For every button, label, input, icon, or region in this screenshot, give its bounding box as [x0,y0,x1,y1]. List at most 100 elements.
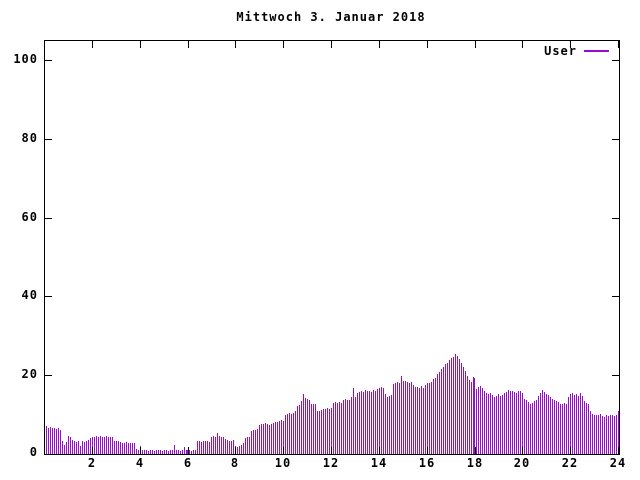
x-tick-mark [427,447,428,454]
impulse-bar [215,437,216,454]
impulse-bar [496,396,497,454]
impulse-bar [395,383,396,454]
impulse-bar [156,450,157,454]
x-tick-mark [570,447,571,454]
impulse-bar [120,442,121,454]
impulse-bar [548,395,549,454]
impulse-bar [307,399,308,454]
y-tick-label: 20 [21,367,38,381]
y-tick-mark [45,139,52,140]
impulse-bar [610,415,611,454]
impulse-bar [261,424,262,454]
impulse-bar [387,397,388,454]
impulse-bar [225,439,226,454]
x-tick-mark [475,41,476,48]
y-tick-label: 60 [21,210,38,224]
impulse-bar [363,392,364,454]
impulse-bar [100,436,101,454]
impulse-bar [469,380,470,454]
impulse-bar [463,367,464,454]
impulse-bar [435,378,436,454]
impulse-bar [598,415,599,454]
impulse-bar [166,450,167,454]
impulse-bar [203,441,204,454]
impulse-bar [299,405,300,454]
bars-layer [45,41,619,454]
impulse-bar [104,437,105,454]
impulse-bar [459,359,460,454]
x-tick-label: 2 [87,456,97,470]
impulse-bar [431,382,432,454]
impulse-bar [389,396,390,454]
impulse-bar [144,450,145,454]
impulse-bar [474,378,475,454]
y-tick-mark [45,375,52,376]
impulse-bar [393,384,394,454]
x-tick-label: 6 [183,456,193,470]
impulse-bar [405,381,406,454]
impulse-bar [343,400,344,454]
impulse-bar [486,393,487,454]
impulse-bar [488,394,489,454]
impulse-bar [520,391,521,454]
impulse-bar [516,393,517,454]
impulse-bar [102,437,103,454]
impulse-bar [546,394,547,454]
impulse-bar [580,393,581,454]
impulse-bar [528,402,529,454]
impulse-bar [197,441,198,454]
impulse-bar [359,392,360,454]
impulse-bar [385,394,386,454]
plot-area: User [44,40,620,455]
y-tick-label: 0 [29,445,38,459]
impulse-bar [361,391,362,454]
impulse-bar [612,415,613,454]
impulse-bar [566,404,567,454]
impulse-bar [540,393,541,454]
impulse-bar [148,451,149,454]
impulse-bar [534,401,535,454]
y-tick-mark [612,375,619,376]
impulse-bar [303,394,304,454]
impulse-bar [279,421,280,454]
x-tick-label: 20 [513,456,531,470]
impulse-bar [353,388,354,454]
impulse-bar [345,399,346,454]
x-tick-mark [140,447,141,454]
impulse-bar [586,403,587,454]
x-tick-mark [283,447,284,454]
impulse-bar [347,400,348,454]
impulse-bar [319,411,320,454]
impulse-bar [106,436,107,454]
impulse-bar [602,416,603,454]
impulse-bar [259,425,260,454]
impulse-bar [514,392,515,454]
impulse-bar [245,438,246,454]
x-tick-label: 22 [561,456,579,470]
impulse-bar [465,371,466,454]
x-tick-mark [235,447,236,454]
impulse-bar [297,406,298,454]
impulse-bar [162,451,163,454]
impulse-bar [257,429,258,454]
impulse-bar [78,441,79,454]
x-tick-label: 14 [370,456,388,470]
impulse-bar [578,396,579,454]
impulse-bar [325,409,326,454]
impulse-bar [522,393,523,454]
x-tick-label: 8 [230,456,240,470]
x-tick-mark [283,41,284,48]
impulse-bar [518,391,519,454]
impulse-bar [447,363,448,454]
impulse-bar [211,437,212,454]
impulse-bar [209,442,210,454]
x-tick-mark [188,447,189,454]
impulse-bar [457,356,458,454]
impulse-bar [512,391,513,454]
impulse-bar [54,428,55,454]
impulse-bar [70,437,71,454]
impulse-bar [536,400,537,454]
impulse-bar [174,445,175,454]
impulse-bar [596,415,597,454]
